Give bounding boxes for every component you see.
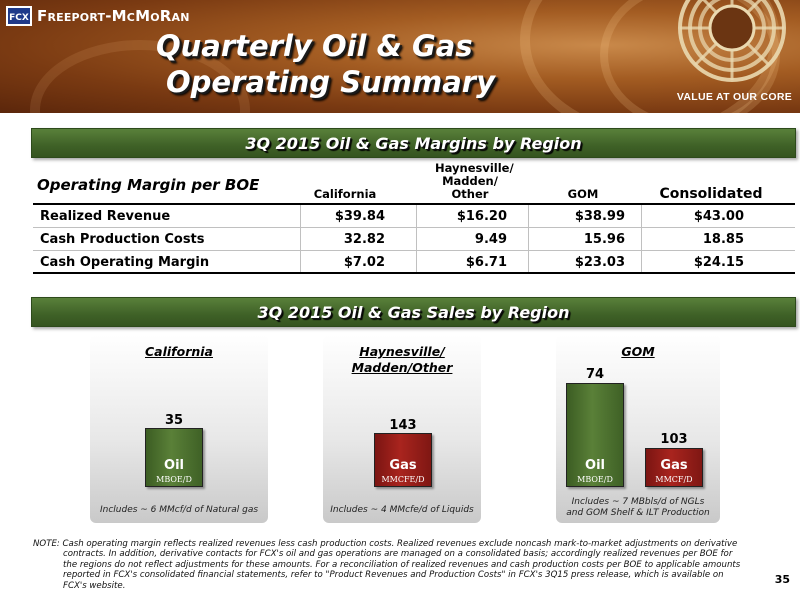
title-line-2: Operating Summary: [166, 65, 495, 99]
column-divider: [416, 251, 417, 272]
bar-california-oil: Oil MBOE/D: [145, 428, 203, 487]
panel-note-line-1: Includes ~ 7 MBbls/d of NGLs: [571, 497, 705, 507]
footnote-line-4: reported in FCX's consolidated financial…: [63, 570, 724, 581]
footnote-line-5: FCX's website.: [63, 580, 126, 591]
column-divider: [300, 205, 301, 227]
cell-haynesville: $6.71: [465, 255, 507, 270]
row-label: Cash Operating Margin: [40, 255, 210, 270]
bar-value-label: 103: [660, 432, 688, 447]
bar-name: Gas: [389, 458, 417, 473]
column-divider: [641, 228, 642, 250]
panel-note-line-2: and GOM Shelf & ILT Production: [566, 508, 710, 518]
sales-panel-gom: GOM 74 Oil MBOE/D 103 Gas MMCF/D Include…: [556, 335, 720, 523]
cell-gom: $38.99: [574, 209, 625, 224]
bar-value-label: 143: [389, 418, 417, 433]
logo-mark: FCX: [9, 13, 29, 23]
cell-consolidated: $43.00: [693, 209, 744, 224]
page-title: Quarterly Oil & Gas Operating Summary: [156, 28, 516, 100]
column-header-california: California: [313, 187, 377, 201]
bar-name: Oil: [585, 458, 605, 473]
margins-banner-title: 3Q 2015 Oil & Gas Margins by Region: [245, 133, 582, 153]
bar-unit: MMCF/D: [655, 475, 693, 484]
column-header-consolidated: Consolidated: [659, 186, 763, 202]
bar-unit: MMCFE/D: [381, 475, 425, 484]
row-header-label: Operating Margin per BOE: [37, 176, 260, 194]
table-row: Cash Production Costs 32.82 9.49 15.96 1…: [33, 228, 795, 251]
column-divider: [300, 228, 301, 250]
bar-unit: MBOE/D: [577, 475, 613, 484]
panel-note: Includes ~ 6 MMcf/d of Natural gas: [99, 505, 259, 515]
column-header-haynesville: Haynesville/ Madden/ Other: [425, 162, 515, 201]
column-header-gom: GOM: [567, 187, 599, 201]
bar-gom-oil: Oil MBOE/D: [566, 383, 624, 487]
column-divider: [641, 251, 642, 272]
company-seal-icon: [678, 0, 786, 82]
row-label: Realized Revenue: [40, 209, 171, 224]
bar-value-label: 74: [585, 367, 605, 382]
cell-haynesville: 9.49: [474, 232, 507, 247]
page-number: 35: [774, 573, 790, 586]
bar-name: Gas: [660, 458, 688, 473]
footnote-line-3: the regions do not reflect adjustments f…: [63, 559, 741, 570]
bar-haynesville-gas: Gas MMCFE/D: [374, 433, 432, 487]
company-name: Freeport-McMoRan: [37, 7, 190, 25]
tagline: VALUE AT OUR CORE: [676, 91, 792, 103]
column-divider: [416, 228, 417, 250]
footnote: NOTE: Cash operating margin reflects rea…: [33, 539, 768, 591]
bar-name: Oil: [164, 458, 184, 473]
table-row: Realized Revenue $39.84 $16.20 $38.99 $4…: [33, 205, 795, 228]
cell-california: $7.02: [343, 255, 385, 270]
panel-title-text: Haynesville/ Madden/Other: [351, 344, 453, 375]
footnote-line-1: NOTE: Cash operating margin reflects rea…: [33, 539, 738, 549]
column-divider: [300, 251, 301, 272]
cell-gom: 15.96: [583, 232, 625, 247]
column-divider: [528, 251, 529, 272]
margins-table: Operating Margin per BOE California Hayn…: [33, 158, 795, 274]
sales-panel-california: California 35 Oil MBOE/D Includes ~ 6 MM…: [90, 335, 268, 523]
panel-note: Includes ~ 4 MMcfe/d of Liquids: [330, 505, 474, 515]
cell-consolidated: 18.85: [702, 232, 744, 247]
sales-banner-title: 3Q 2015 Oil & Gas Sales by Region: [257, 302, 570, 322]
column-divider: [528, 228, 529, 250]
bar-gom-gas: Gas MMCF/D: [645, 448, 703, 487]
title-line-1: Quarterly Oil & Gas: [156, 29, 473, 63]
cell-california: $39.84: [334, 209, 385, 224]
cell-california: 32.82: [343, 232, 385, 247]
cell-consolidated: $24.15: [693, 255, 744, 270]
bar-unit: MBOE/D: [156, 475, 192, 484]
panel-title: Haynesville/ Madden/Other: [323, 344, 481, 376]
margins-section-banner: 3Q 2015 Oil & Gas Margins by Region: [31, 128, 796, 158]
column-divider: [416, 205, 417, 227]
table-row: Cash Operating Margin $7.02 $6.71 $23.03…: [33, 251, 795, 274]
sales-panel-haynesville: Haynesville/ Madden/Other 143 Gas MMCFE/…: [323, 335, 481, 523]
cell-gom: $23.03: [574, 255, 625, 270]
company-logo: FCX Freeport-McMoRan: [6, 5, 190, 27]
footnote-line-2: contracts. In addition, derivative conta…: [63, 549, 733, 560]
column-divider: [528, 205, 529, 227]
row-label: Cash Production Costs: [40, 232, 205, 247]
column-divider: [641, 205, 642, 227]
bar-value-label: 35: [164, 413, 184, 428]
panel-note: Includes ~ 7 MBbls/d of NGLs and GOM She…: [556, 497, 720, 519]
header-banner: FCX Freeport-McMoRan Quarterly Oil & Gas…: [0, 0, 800, 113]
fcx-logo-icon: FCX: [6, 6, 32, 26]
sales-section-banner: 3Q 2015 Oil & Gas Sales by Region: [31, 297, 796, 327]
cell-haynesville: $16.20: [456, 209, 507, 224]
column-header-haynesville-text: Haynesville/ Madden/ Other: [435, 161, 514, 201]
panel-title: GOM: [621, 344, 655, 359]
panel-title: California: [145, 344, 213, 359]
margins-table-header: Operating Margin per BOE California Hayn…: [33, 158, 795, 205]
